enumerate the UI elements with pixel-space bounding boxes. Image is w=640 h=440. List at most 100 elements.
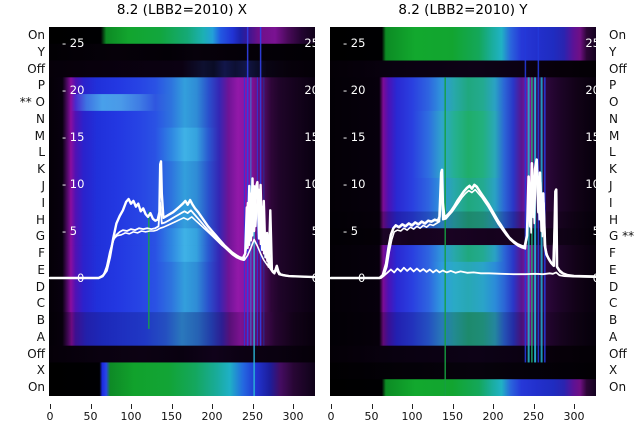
trace-right-flat bbox=[330, 266, 597, 279]
ytick-inner-right-right-0: 0 bbox=[593, 271, 596, 285]
row-label-left-y-1: Y bbox=[37, 44, 45, 59]
ytick-inner-right-left-10: 10 bbox=[304, 177, 315, 191]
heatmap-panel-left: - 25 25 - 20 20 - 15 15 - 10 10 - 5 5 0 0 bbox=[48, 27, 319, 397]
row-label-right-i-10: I bbox=[609, 195, 613, 210]
ytick-inner-right-right-15: 15 bbox=[585, 130, 596, 144]
row-label-left-g-12: G bbox=[35, 229, 45, 244]
ytick-inner-right-left-20: 20 bbox=[304, 83, 315, 97]
xtick-label-left-250: 250 bbox=[242, 410, 263, 423]
xtick-label-left-50: 50 bbox=[83, 410, 98, 423]
row-label-left-k-8: K bbox=[37, 162, 45, 177]
xtick-label-left-300: 300 bbox=[282, 410, 304, 423]
row-label-left-p-3: P bbox=[37, 78, 45, 93]
xtick-mark-right-100 bbox=[412, 404, 413, 409]
ytick-inner-left-left-25: - 25 bbox=[62, 36, 84, 50]
row-label-right-x-20: X bbox=[609, 363, 618, 378]
xtick-mark-right-0 bbox=[331, 404, 332, 409]
row-label-right-h-11: H bbox=[609, 212, 619, 227]
ytick-inner-right-right-5: 5 bbox=[593, 224, 596, 238]
ytick-inner-right-left-25: 25 bbox=[304, 36, 315, 50]
row-label-right-n-5: N bbox=[609, 111, 618, 126]
heatmap-svg-left: - 25 25 - 20 20 - 15 15 - 10 10 - 5 5 0 0 bbox=[48, 27, 319, 397]
xtick-mark-right-300 bbox=[574, 404, 575, 409]
row-label-right-y-1: Y bbox=[609, 44, 617, 59]
heatmap-panel-right: - 25 25 - 20 20 - 15 15 - 10 10 - 5 5 0 0 bbox=[329, 27, 600, 397]
row-label-right-j-9: J bbox=[609, 178, 613, 193]
xtick-label-left-100: 100 bbox=[120, 410, 142, 423]
row-label-right-e-14: E bbox=[609, 262, 617, 277]
row-label-left-e-14: E bbox=[37, 262, 45, 277]
row-label-right-a-18: A bbox=[609, 329, 618, 344]
ytick-inner-left-right-25: - 25 bbox=[343, 36, 365, 50]
trace-left-low bbox=[49, 216, 316, 279]
heatmap-svg-right: - 25 25 - 20 20 - 15 15 - 10 10 - 5 5 0 0 bbox=[329, 27, 600, 397]
xtick-mark-left-300 bbox=[293, 404, 294, 409]
ytick-inner-right-left-5: 5 bbox=[312, 224, 315, 238]
row-label-right-on-21: On bbox=[609, 380, 627, 395]
ytick-inner-left-left-20: - 20 bbox=[62, 83, 84, 97]
row-label-right-m-6: M bbox=[609, 128, 620, 143]
panel-left-title: 8.2 (LBB2=2010) X bbox=[116, 2, 248, 18]
row-label-left-h-11: H bbox=[35, 212, 45, 227]
row-label-right-l-7: L bbox=[609, 145, 616, 160]
row-label-left-on-21: On bbox=[27, 380, 45, 395]
row-label-right-b-17: B bbox=[609, 313, 618, 328]
row-label-right-f-13: F bbox=[609, 246, 616, 261]
ytick-inner-left-left-5: - 5 bbox=[62, 224, 77, 238]
xtick-label-right-150: 150 bbox=[442, 410, 463, 423]
ytick-inner-right-right-20: 20 bbox=[585, 83, 596, 97]
xtick-mark-left-150 bbox=[171, 404, 173, 409]
ytick-inner-left-left-0: 0 bbox=[77, 271, 84, 285]
xtick-mark-right-200 bbox=[493, 404, 494, 409]
xtick-mark-left-200 bbox=[212, 404, 213, 409]
xtick-mark-left-0 bbox=[50, 404, 51, 409]
row-label-left-b-17: B bbox=[36, 313, 45, 328]
row-label-right-p-3: P bbox=[609, 78, 617, 93]
ytick-inner-left-right-10: - 10 bbox=[343, 177, 365, 191]
xtick-label-left-150: 150 bbox=[161, 410, 182, 423]
ytick-inner-left-left-10: - 10 bbox=[62, 177, 84, 191]
row-label-left-o-4: ** O bbox=[19, 95, 45, 110]
row-label-right-c-16: C bbox=[609, 296, 618, 311]
row-label-left-c-16: C bbox=[36, 296, 45, 311]
xtick-mark-left-250 bbox=[252, 404, 254, 409]
xtick-mark-left-100 bbox=[131, 404, 132, 409]
xtick-mark-right-250 bbox=[533, 404, 535, 409]
ytick-inner-left-right-5: - 5 bbox=[343, 224, 358, 238]
xtick-label-right-200: 200 bbox=[482, 410, 504, 423]
row-label-left-m-6: M bbox=[34, 128, 45, 143]
row-label-left-n-5: N bbox=[36, 111, 45, 126]
row-label-left-a-18: A bbox=[36, 329, 45, 344]
row-label-right-off-2: Off bbox=[609, 61, 627, 76]
ytick-inner-right-left-15: 15 bbox=[304, 130, 315, 144]
row-label-right-on-0: On bbox=[609, 28, 627, 42]
xtick-label-right-250: 250 bbox=[523, 410, 544, 423]
ytick-inner-left-right-15: - 15 bbox=[343, 130, 365, 144]
row-label-left-j-9: J bbox=[41, 178, 45, 193]
xtick-mark-right-50 bbox=[371, 404, 373, 409]
trace-left-mid bbox=[49, 184, 316, 279]
row-label-left-d-15: D bbox=[35, 279, 45, 294]
ytick-inner-left-left-15: - 15 bbox=[62, 130, 84, 144]
xtick-mark-left-50 bbox=[90, 404, 92, 409]
ytick-inner-left-right-0: 0 bbox=[358, 271, 365, 285]
row-label-left-f-13: F bbox=[38, 246, 45, 261]
row-label-right-off-19: Off bbox=[609, 346, 627, 361]
xtick-label-right-300: 300 bbox=[563, 410, 585, 423]
ytick-inner-left-right-20: - 20 bbox=[343, 83, 365, 97]
xtick-label-right-0: 0 bbox=[327, 410, 335, 423]
xtick-label-right-100: 100 bbox=[401, 410, 423, 423]
trace-right-upper2 bbox=[330, 170, 597, 279]
ytick-inner-right-right-10: 10 bbox=[585, 177, 596, 191]
row-label-right-k-8: K bbox=[609, 162, 617, 177]
panel-right-title: 8.2 (LBB2=2010) Y bbox=[398, 2, 528, 18]
row-label-left-l-7: L bbox=[38, 145, 45, 160]
ytick-inner-right-left-0: 0 bbox=[312, 271, 315, 285]
xtick-mark-right-150 bbox=[452, 404, 454, 409]
xtick-label-right-50: 50 bbox=[364, 410, 379, 423]
row-label-left-on-0: On bbox=[27, 28, 45, 42]
row-label-left-off-2: Off bbox=[27, 61, 45, 76]
row-label-right-o-4: O bbox=[609, 95, 619, 110]
row-label-right-d-15: D bbox=[609, 279, 619, 294]
row-label-left-x-20: X bbox=[36, 363, 45, 378]
